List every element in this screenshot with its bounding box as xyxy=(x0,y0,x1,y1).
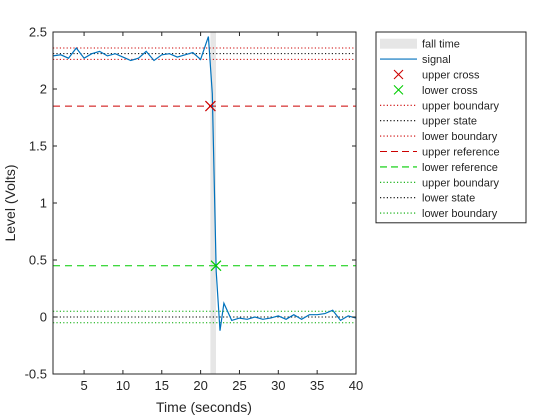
legend-label: lower boundary xyxy=(422,131,498,143)
legend-label: upper state xyxy=(422,116,477,128)
legend-item: lower reference xyxy=(380,162,498,174)
x-tick-label: 25 xyxy=(232,378,246,393)
legend-item: signal xyxy=(380,54,451,66)
y-axis-label: Level (Volts) xyxy=(2,164,18,241)
legend-item: upper cross xyxy=(393,69,480,82)
x-tick-label: 5 xyxy=(80,378,87,393)
y-tick-label: 1 xyxy=(40,196,47,211)
legend-item: lower cross xyxy=(393,85,478,97)
y-tick-label: -0.5 xyxy=(25,367,47,382)
legend-item: upper reference xyxy=(380,147,500,159)
upper-cross-marker-stroke-b xyxy=(204,100,216,112)
x-tick-label: 20 xyxy=(193,378,207,393)
legend-label: lower state xyxy=(422,193,475,205)
x-tick-label: 40 xyxy=(349,378,363,393)
x-tick-label: 10 xyxy=(116,378,130,393)
y-tick-label: 2.5 xyxy=(29,25,47,40)
legend-box xyxy=(375,31,527,224)
y-tick-label: 0.5 xyxy=(29,253,47,268)
x-axis-label: Time (seconds) xyxy=(156,399,252,415)
legend-label: lower reference xyxy=(422,162,498,174)
legend-label: upper reference xyxy=(422,147,500,159)
legend-label: upper boundary xyxy=(422,100,500,112)
legend-item: lower state xyxy=(380,193,475,205)
upper-cross-marker xyxy=(204,100,216,112)
axes-background xyxy=(53,32,356,374)
legend-label: fall time xyxy=(422,39,460,51)
legend-label: signal xyxy=(422,54,451,66)
legend-label: upper boundary xyxy=(422,177,500,189)
signal-line xyxy=(52,36,357,331)
legend-label: upper cross xyxy=(422,70,480,82)
x-tick-label: 35 xyxy=(310,378,324,393)
legend-swatch-patch xyxy=(380,38,417,49)
legend-item: lower boundary xyxy=(380,208,498,220)
legend-item: upper boundary xyxy=(380,100,500,112)
legend-label: lower boundary xyxy=(422,208,498,220)
lower-cross-marker xyxy=(210,260,222,272)
y-tick-label: 2 xyxy=(40,82,47,97)
lower-cross-marker-stroke-b xyxy=(210,260,222,272)
x-tick-label: 30 xyxy=(271,378,285,393)
legend-item: upper boundary xyxy=(380,177,500,189)
y-tick-label: 1.5 xyxy=(29,139,47,154)
legend-item: fall time xyxy=(380,38,460,51)
legend-label: lower cross xyxy=(422,85,478,97)
legend: fall time signal upper cross lower cross upp… xyxy=(375,31,527,224)
plot-area: 5 10 15 20 25 30 35 40 -0.5 0 0.5 1 1.5 2 2.5 xyxy=(25,25,364,394)
x-tick-label: 15 xyxy=(155,378,169,393)
legend-swatch-x-b xyxy=(393,69,404,80)
y-tick-label: 0 xyxy=(40,310,47,325)
fall-time-region xyxy=(210,32,216,374)
legend-item: upper state xyxy=(380,116,477,128)
legend-item: lower boundary xyxy=(380,131,498,143)
legend-swatch-x-b xyxy=(393,85,404,95)
